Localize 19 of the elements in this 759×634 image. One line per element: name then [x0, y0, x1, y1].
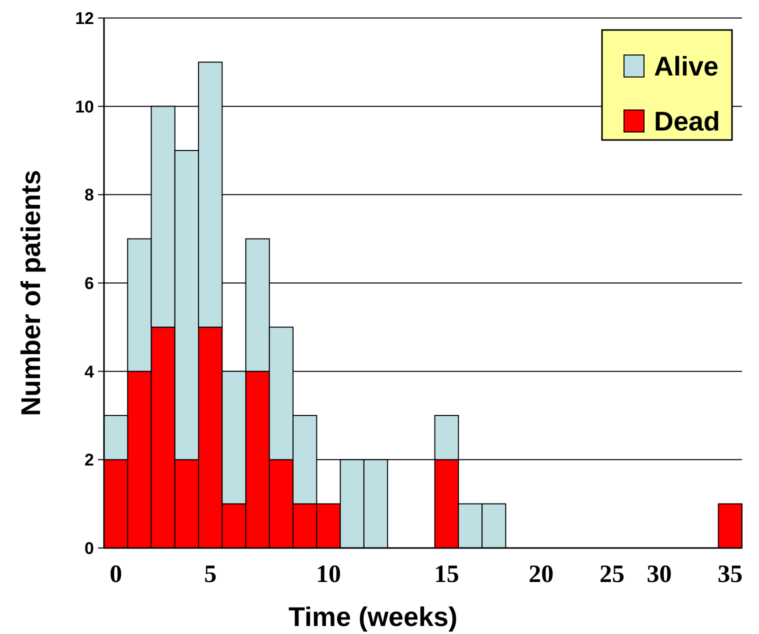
x-tick-label: 25: [600, 561, 625, 588]
y-tick-label: 6: [84, 274, 94, 293]
y-axis-title: Number of patients: [16, 170, 46, 416]
x-tick-label: 0: [110, 561, 122, 588]
legend-label: Dead: [654, 106, 720, 136]
x-tick-label: 20: [528, 561, 554, 588]
x-tick-label: 30: [646, 561, 672, 588]
legend-label: Alive: [654, 51, 719, 82]
x-axis-title: Time (weeks): [288, 602, 458, 632]
x-tick-label: 15: [434, 561, 460, 588]
y-tick-label: 12: [75, 8, 94, 28]
y-tick-label: 0: [84, 538, 94, 558]
y-tick-label: 10: [75, 97, 94, 116]
x-tick-label: 35: [718, 561, 743, 588]
y-tick-label: 4: [84, 362, 95, 382]
y-tick-label: 2: [84, 450, 94, 470]
x-tick-label: 5: [204, 561, 217, 588]
y-tick-label: 8: [84, 186, 94, 205]
x-tick-label: 10: [316, 561, 341, 588]
